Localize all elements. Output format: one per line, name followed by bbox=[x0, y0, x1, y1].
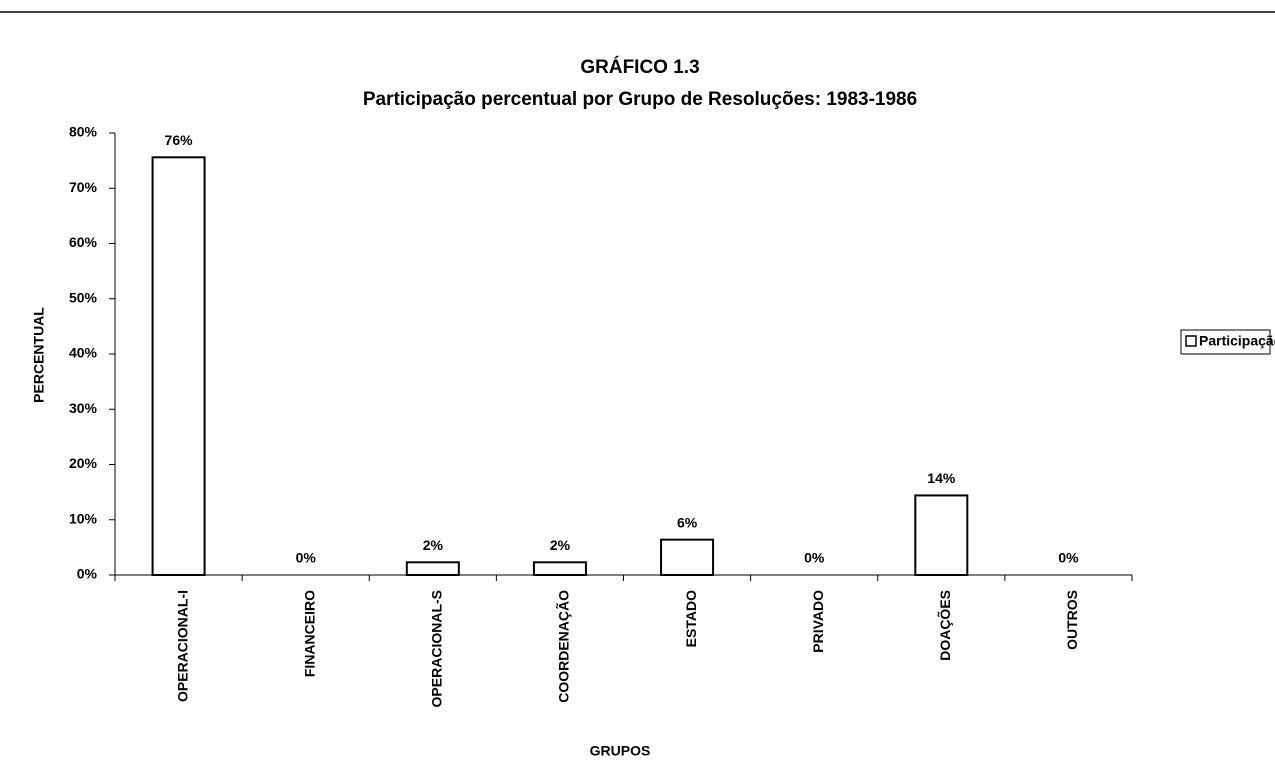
x-tick-label: ESTADO bbox=[683, 590, 699, 647]
bar bbox=[914, 494, 969, 576]
value-label: 76% bbox=[165, 132, 194, 148]
y-tick-label: 70% bbox=[69, 179, 98, 195]
x-tick-label: DOAÇÕES bbox=[936, 590, 953, 661]
y-tick-label: 30% bbox=[69, 400, 98, 416]
value-label: 2% bbox=[423, 537, 444, 553]
bar bbox=[532, 561, 587, 576]
value-label: 0% bbox=[804, 550, 825, 566]
x-tick-label: COORDENAÇÃO bbox=[555, 590, 572, 703]
chart-subtitle: Participação percentual por Grupo de Res… bbox=[363, 89, 917, 110]
x-tick-label: OPERACIONAL-S bbox=[429, 590, 445, 707]
y-tick-label: 10% bbox=[69, 510, 98, 526]
value-label: 6% bbox=[677, 514, 698, 530]
value-label: 0% bbox=[1058, 550, 1079, 566]
y-tick-label: 20% bbox=[69, 455, 98, 471]
y-tick-label: 80% bbox=[69, 124, 98, 140]
y-tick-label: 60% bbox=[69, 234, 98, 250]
y-tick-label: 50% bbox=[69, 289, 98, 305]
value-label: 14% bbox=[927, 470, 956, 486]
x-tick-label: PRIVADO bbox=[810, 590, 826, 653]
x-tick-label: OPERACIONAL-I bbox=[174, 590, 190, 702]
chart-title: GRÁFICO 1.3 bbox=[580, 56, 699, 78]
legend-label: Participação bbox=[1199, 333, 1275, 349]
value-label: 0% bbox=[296, 550, 317, 566]
bar bbox=[405, 561, 460, 576]
legend-swatch bbox=[1185, 335, 1197, 347]
y-tick-label: 0% bbox=[77, 566, 98, 582]
value-label: 2% bbox=[550, 537, 571, 553]
y-tick-label: 40% bbox=[69, 345, 98, 361]
y-axis-label: PERCENTUAL bbox=[31, 307, 47, 403]
x-axis-label: GRUPOS bbox=[590, 743, 651, 759]
x-tick-label: OUTROS bbox=[1064, 590, 1080, 650]
bar bbox=[660, 538, 715, 577]
bar bbox=[151, 156, 206, 576]
x-tick-label: FINANCEIRO bbox=[301, 590, 317, 677]
